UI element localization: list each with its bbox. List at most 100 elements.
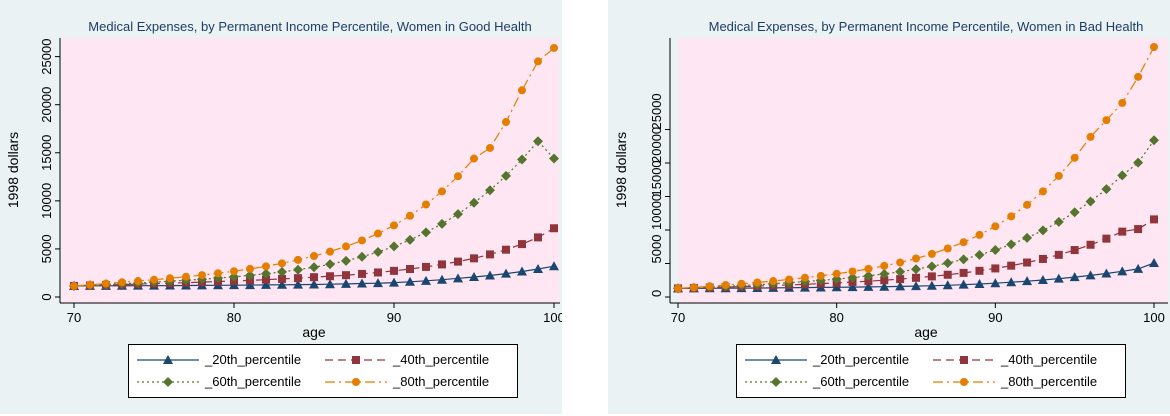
data-point [926, 280, 937, 290]
data-point [879, 268, 890, 279]
data-point [1085, 270, 1096, 280]
data-point [438, 260, 446, 269]
data-point [485, 270, 495, 280]
data-point [326, 247, 334, 256]
chart-title: Medical Expenses, by Permanent Income Pe… [88, 19, 531, 34]
y-tick-label: 15000 [649, 160, 664, 196]
legend-label: _80th_percentile [1001, 374, 1098, 390]
data-point [486, 250, 494, 259]
legend-marker [163, 376, 173, 387]
data-point [534, 57, 542, 66]
data-point [1069, 207, 1080, 218]
y-tick-label: 0 [39, 293, 54, 300]
data-point [454, 257, 462, 266]
data-point [373, 278, 383, 288]
data-point [864, 264, 873, 273]
data-point [1117, 266, 1128, 276]
data-point [1006, 239, 1017, 250]
legend-marker [960, 355, 968, 364]
data-point [533, 264, 543, 274]
data-point [816, 271, 825, 280]
data-point [943, 244, 952, 253]
data-point [438, 187, 446, 196]
y-tick-label: 10000 [649, 194, 664, 230]
data-point [277, 266, 287, 277]
data-point [198, 271, 206, 280]
data-point [800, 273, 809, 282]
data-point [309, 262, 319, 273]
data-point [246, 264, 254, 273]
data-point [974, 279, 985, 289]
legend-label: _20th_percentile [813, 352, 910, 368]
data-point [991, 264, 1000, 273]
data-point [1101, 184, 1112, 195]
data-point [927, 272, 936, 281]
data-point [753, 278, 762, 287]
data-point [262, 275, 270, 284]
data-point [1038, 187, 1047, 196]
data-point [942, 258, 953, 269]
data-point [1117, 170, 1128, 181]
data-point [863, 270, 874, 281]
legend-label: _60th_percentile [205, 374, 302, 390]
y-axis-label: 1998 dollars [613, 132, 629, 208]
data-point [470, 254, 478, 263]
y-tick-label: 25000 [39, 39, 54, 75]
legend-swatch [325, 355, 387, 364]
chart-svg-good-health: Medical Expenses, by Permanent Income Pe… [5, 19, 562, 340]
data-point [959, 268, 968, 277]
data-point [1133, 263, 1144, 273]
data-point [518, 86, 526, 95]
data-point [1006, 277, 1017, 287]
data-point [406, 265, 414, 274]
legend-swatch [745, 376, 807, 387]
legend-item: _40th_percentile [323, 351, 489, 367]
data-point [912, 254, 920, 263]
data-point [1150, 43, 1158, 51]
data-point [737, 279, 746, 288]
data-point [1053, 273, 1064, 283]
data-point [912, 273, 920, 282]
data-point [927, 249, 936, 258]
data-point [1102, 116, 1111, 125]
data-point [278, 274, 286, 283]
data-point [86, 280, 94, 289]
legend-marker [960, 377, 968, 386]
data-point [879, 281, 890, 291]
data-point [832, 269, 841, 278]
data-point [310, 252, 318, 261]
legend-item: _20th_percentile [135, 351, 301, 367]
data-point [1038, 254, 1047, 263]
data-point [1134, 72, 1143, 81]
data-point [486, 143, 494, 152]
legend-marker [352, 377, 360, 386]
data-point [309, 279, 319, 289]
data-point [358, 269, 366, 278]
data-point [1118, 98, 1127, 107]
data-point [166, 274, 174, 283]
x-tick-label: 90 [387, 310, 401, 325]
plot-area [62, 38, 559, 303]
data-point [470, 154, 478, 163]
data-point [357, 251, 367, 262]
data-point [341, 255, 351, 266]
data-point [1037, 274, 1048, 284]
data-point [705, 282, 714, 291]
y-tick-label: 20000 [39, 87, 54, 123]
data-point [848, 267, 857, 276]
legend: _20th_percentile _40th_percentile _60th_pe… [736, 344, 1126, 398]
legend-marker [771, 354, 781, 364]
data-point [294, 274, 302, 283]
data-point [230, 267, 238, 276]
data-point [1133, 157, 1144, 168]
data-point [549, 153, 559, 164]
legend-marker [163, 354, 173, 364]
y-tick-label: 0 [649, 290, 664, 297]
data-point [310, 273, 318, 282]
legend-item: _40th_percentile [931, 351, 1097, 367]
chart-svg-bad-health: Medical Expenses, by Permanent Income Pe… [613, 19, 1168, 340]
data-point [374, 229, 382, 238]
data-point [293, 279, 303, 289]
data-point [1023, 258, 1032, 267]
legend-item: _80th_percentile [323, 373, 489, 389]
